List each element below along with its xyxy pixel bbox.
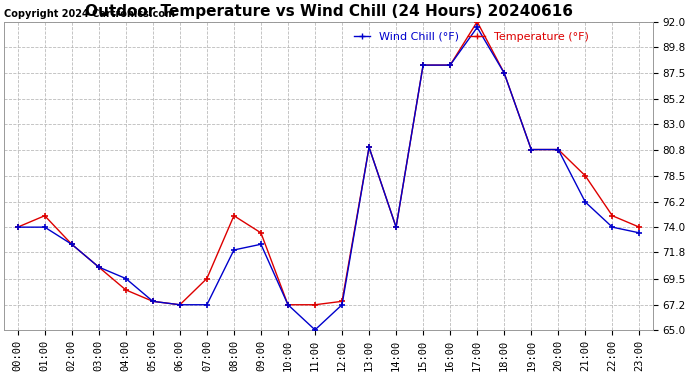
Legend: Wind Chill (°F), Temperature (°F): Wind Chill (°F), Temperature (°F) <box>349 27 593 46</box>
Title: Outdoor Temperature vs Wind Chill (24 Hours) 20240616: Outdoor Temperature vs Wind Chill (24 Ho… <box>84 4 573 19</box>
Text: Copyright 2024 Cartronics.com: Copyright 2024 Cartronics.com <box>4 9 175 19</box>
